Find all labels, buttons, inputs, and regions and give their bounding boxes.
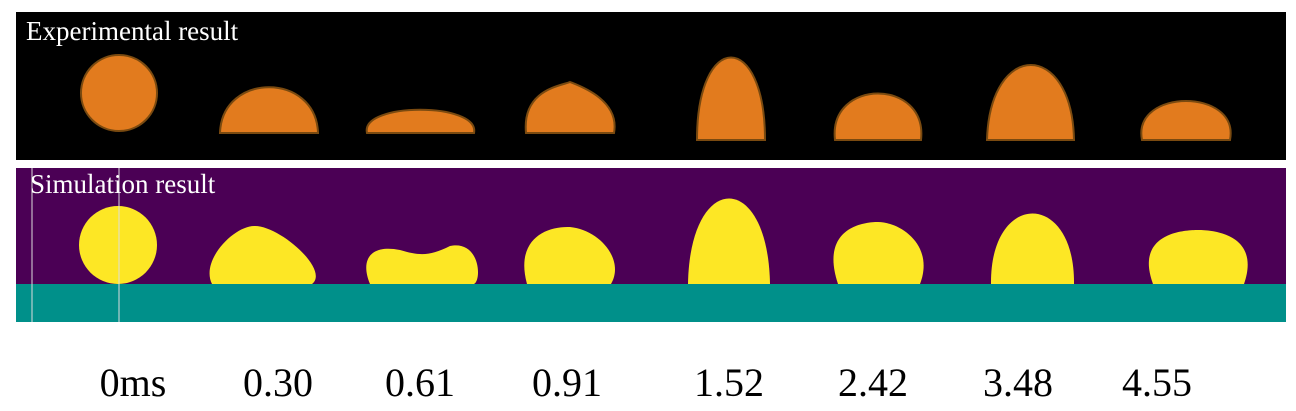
droplet: [985, 64, 1076, 141]
time-label: 0.30: [243, 360, 313, 405]
droplet: [365, 108, 476, 134]
time-label: 2.42: [838, 360, 908, 405]
droplet: [1148, 230, 1248, 284]
time-label: 0.61: [385, 360, 455, 405]
time-label: 3.48: [983, 360, 1053, 405]
time-labels: 0ms 0.30 0.61 0.91 1.52 2.42 3.48 4.55: [100, 360, 1192, 405]
time-label: 4.55: [1122, 360, 1192, 405]
droplet: [990, 213, 1075, 284]
droplet: [695, 56, 767, 141]
panel-label: Simulation result: [30, 169, 216, 199]
droplet: [524, 80, 616, 134]
substrate: [16, 284, 1286, 322]
time-label: 0.91: [532, 360, 602, 405]
simulation-panel: Simulation result: [16, 168, 1286, 322]
droplet: [218, 86, 320, 134]
droplet: [688, 198, 770, 284]
droplet: [79, 206, 157, 284]
time-label: 1.52: [694, 360, 764, 405]
droplet: [80, 54, 158, 132]
panel-label: Experimental result: [26, 16, 239, 46]
droplet: [366, 245, 479, 284]
droplet: [524, 226, 615, 284]
droplet: [209, 225, 316, 284]
droplet: [1140, 100, 1232, 141]
time-label: 0ms: [100, 360, 167, 405]
experimental-panel: Experimental result: [16, 12, 1286, 160]
droplet: [833, 222, 924, 284]
droplet: [833, 92, 923, 141]
